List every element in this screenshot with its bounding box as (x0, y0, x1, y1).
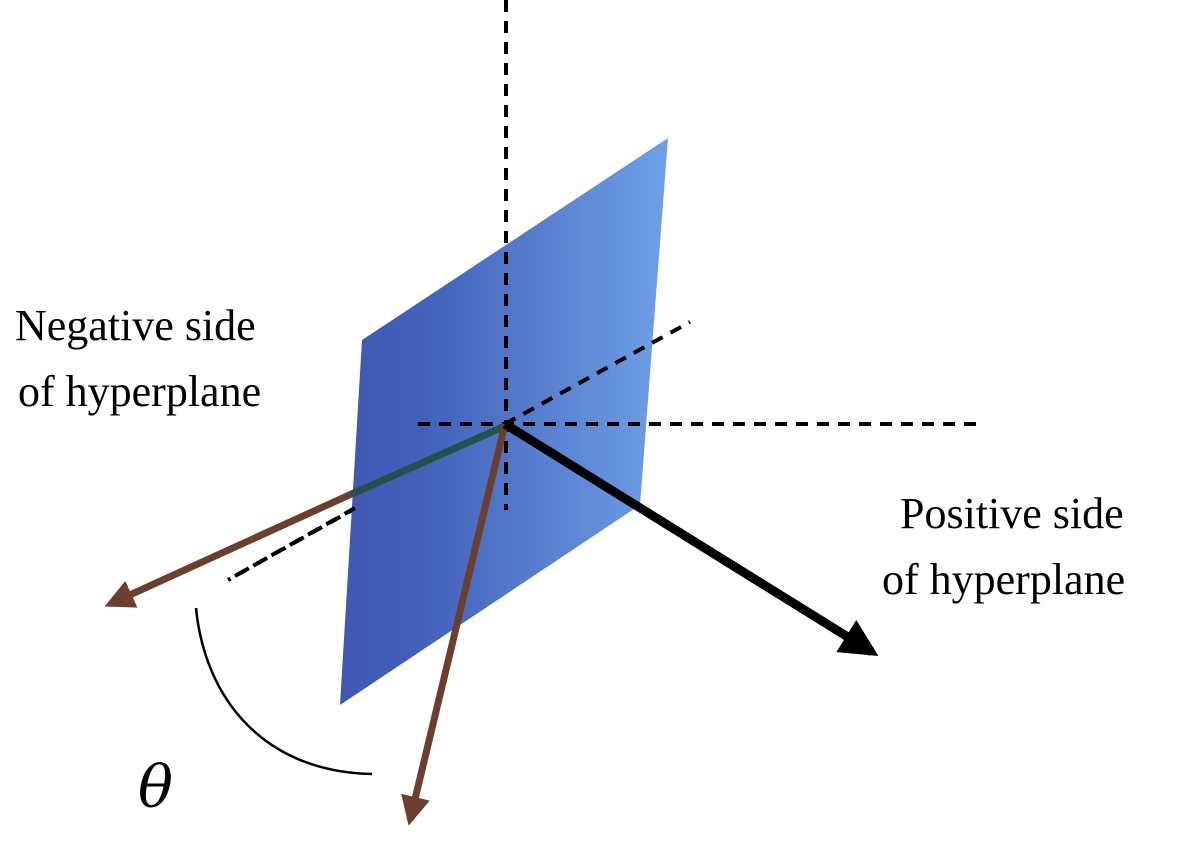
negative-side-label-line1: Negative side (15, 301, 256, 350)
depth-axis-lower (227, 506, 356, 582)
normal-vector (502, 420, 879, 656)
positive-side-label-line1: Positive side (900, 489, 1124, 538)
angle-theta-label: θ (138, 753, 173, 821)
angle-arc (194, 607, 373, 776)
downward-vector (401, 423, 509, 826)
positive-side-label-line2: of hyperplane (882, 555, 1126, 604)
negative-side-label-line2: of hyperplane (18, 367, 262, 416)
depth-axis-front (504, 320, 691, 426)
vector-shadow-segment (350, 422, 507, 498)
